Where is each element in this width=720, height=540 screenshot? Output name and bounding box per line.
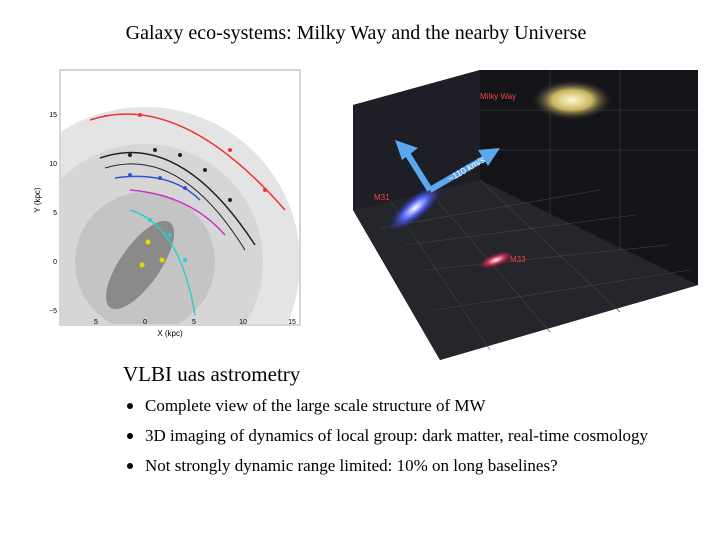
bullet-list: Complete view of the large scale structu…	[127, 395, 667, 485]
x-tick-label: 5	[94, 319, 98, 326]
m31	[384, 181, 446, 235]
label: Milky Way	[480, 92, 516, 101]
milky-way-plot: Y (kpc) X (kpc) 15 10 5 0 −5 5 0 5 10 15	[33, 69, 301, 338]
bullet-text: Not strongly dynamic range limited: 10% …	[145, 456, 558, 475]
back-wall	[353, 70, 480, 210]
label: M33	[510, 255, 526, 264]
points	[148, 218, 187, 262]
bullet: 3D imaging of dynamics of local group: d…	[127, 425, 667, 446]
arm	[99, 151, 256, 246]
arm	[104, 163, 246, 251]
bullet-dot	[127, 463, 133, 469]
x-tick-label: 10	[239, 319, 247, 326]
velocity-arrows	[395, 140, 500, 193]
bullet-dot	[127, 433, 133, 439]
x-axis-label: X (kpc)	[157, 329, 183, 338]
bullet-dot	[127, 403, 133, 409]
arm	[89, 113, 286, 211]
bullet-text: Complete view of the large scale structu…	[145, 396, 486, 415]
arm	[114, 175, 201, 201]
y-tick-label: 15	[49, 112, 57, 119]
points	[138, 113, 267, 192]
y-tick-label: 10	[49, 161, 57, 168]
points	[128, 148, 232, 202]
x-tick-label: 5	[192, 319, 196, 326]
y-tick-label: 0	[53, 259, 57, 266]
floor	[353, 180, 698, 360]
bullet: Complete view of the large scale structu…	[127, 395, 667, 416]
local-group-3d: Milky Way M31 M33 ~110 km/s	[353, 70, 698, 360]
milky-way	[532, 80, 612, 120]
points	[128, 173, 187, 190]
label: M31	[374, 193, 390, 202]
points	[139, 239, 165, 268]
slide-title: Galaxy eco-systems: Milky Way and the ne…	[125, 22, 587, 44]
x-tick-label: 0	[143, 319, 147, 326]
bullet: Not strongly dynamic range limited: 10% …	[127, 455, 667, 476]
y-axis-label: Y (kpc)	[33, 187, 42, 213]
bullet-text: 3D imaging of dynamics of local group: d…	[145, 426, 649, 445]
arm	[129, 209, 196, 316]
y-tick-label: −5	[49, 308, 57, 315]
x-tick-label: 15	[288, 319, 296, 326]
arm	[129, 189, 226, 236]
m33	[475, 249, 517, 271]
y-tick-label: 5	[53, 210, 57, 217]
heading: VLBI uas astrometry	[123, 362, 301, 386]
